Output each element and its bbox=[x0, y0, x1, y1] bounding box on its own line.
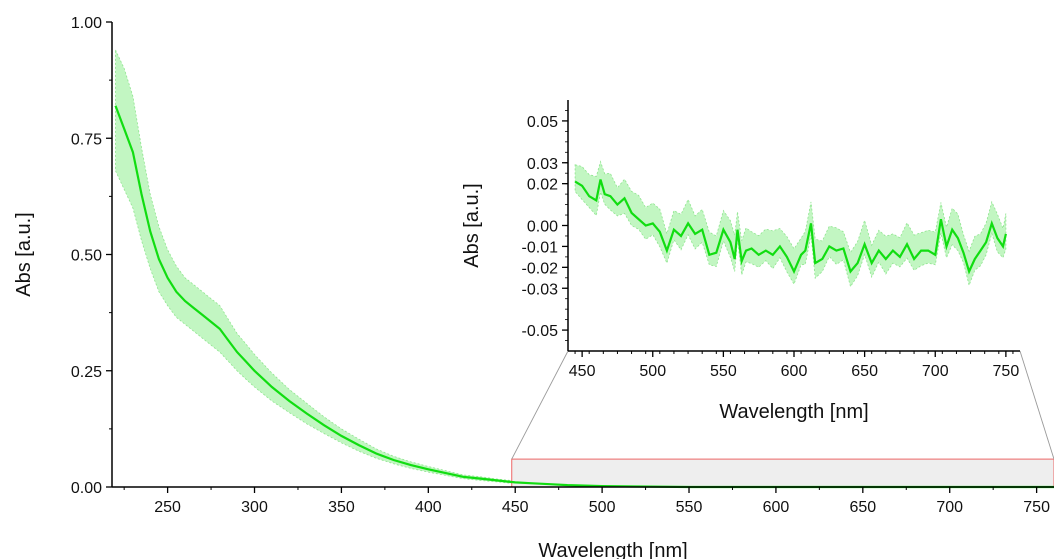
inset-y-tick-label: 0.02 bbox=[527, 177, 558, 194]
main-x-tick-label: 500 bbox=[589, 499, 616, 516]
inset-y-axis-title: Abs [a.u.] bbox=[461, 183, 483, 268]
inset-y-tick-label: -0.03 bbox=[522, 281, 559, 298]
main-x-tick-label: 750 bbox=[1023, 499, 1050, 516]
inset-y-tick-label: 0.05 bbox=[527, 114, 558, 131]
main-x-tick-label: 350 bbox=[328, 499, 355, 516]
main-plot: 250 300 350 400 450 500 550 600 650 700 750 0.00 0.2… bbox=[13, 15, 1054, 559]
main-y-tick-label: 1.00 bbox=[71, 15, 102, 32]
inset-plot: 450 500 550 600 650 700 750 -0.05 -0.03 -0.02 -0.0… bbox=[461, 94, 1026, 423]
inset-y-tick-label: -0.01 bbox=[522, 239, 559, 256]
inset-series-layer bbox=[574, 179, 1007, 275]
main-absorbance-line bbox=[114, 105, 1054, 489]
zoom-connector-right bbox=[1019, 350, 1054, 460]
main-x-tick-label: 450 bbox=[502, 499, 529, 516]
main-x-tick-label: 550 bbox=[676, 499, 703, 516]
main-axes: 250 300 350 400 450 500 550 600 650 700 750 0.00 0.2… bbox=[71, 15, 1054, 516]
main-y-tick-label: 0.50 bbox=[71, 248, 102, 265]
inset-x-tick-label: 450 bbox=[569, 363, 596, 380]
main-y-tick-label: 0.00 bbox=[71, 480, 102, 497]
inset-y-tick-label: -0.05 bbox=[522, 323, 559, 340]
inset-x-tick-label: 650 bbox=[851, 363, 878, 380]
main-x-tick-label: 400 bbox=[415, 499, 442, 516]
zoom-region-layer bbox=[511, 458, 1054, 488]
main-series-layer bbox=[114, 105, 1054, 489]
main-y-tick-label: 0.75 bbox=[71, 131, 102, 148]
inset-x-tick-label: 550 bbox=[710, 363, 737, 380]
main-x-tick-label: 250 bbox=[154, 499, 181, 516]
main-x-tick-label: 650 bbox=[849, 499, 876, 516]
inset-x-tick-label: 700 bbox=[922, 363, 949, 380]
inset-x-tick-label: 600 bbox=[781, 363, 808, 380]
main-y-axis-title: Abs [a.u.] bbox=[13, 212, 35, 297]
inset-x-tick-label: 750 bbox=[993, 363, 1020, 380]
inset-y-tick-label: 0.03 bbox=[527, 156, 558, 173]
main-error-band-layer bbox=[115, 49, 1054, 488]
main-x-tick-label: 600 bbox=[763, 499, 790, 516]
inset-y-tick-label: -0.02 bbox=[522, 260, 559, 277]
inset-x-axis-title: Wavelength [nm] bbox=[719, 401, 868, 423]
inset-axes: 450 500 550 600 650 700 750 -0.05 -0.03 -0.02 -0.0… bbox=[522, 100, 1020, 380]
zoom-connector-left bbox=[511, 350, 569, 460]
inset-x-tick-label: 500 bbox=[639, 363, 666, 380]
main-y-tick-label: 0.25 bbox=[71, 364, 102, 381]
main-x-axis-title: Wavelength [nm] bbox=[538, 540, 687, 559]
inset-absorbance-line bbox=[574, 179, 1007, 275]
zoom-region-box bbox=[511, 458, 1054, 488]
main-error-band bbox=[115, 49, 1054, 488]
main-x-tick-label: 300 bbox=[241, 499, 268, 516]
zoom-connector-lines bbox=[511, 350, 1054, 460]
main-x-tick-label: 700 bbox=[936, 499, 963, 516]
inset-y-tick-label: 0.00 bbox=[527, 219, 558, 236]
